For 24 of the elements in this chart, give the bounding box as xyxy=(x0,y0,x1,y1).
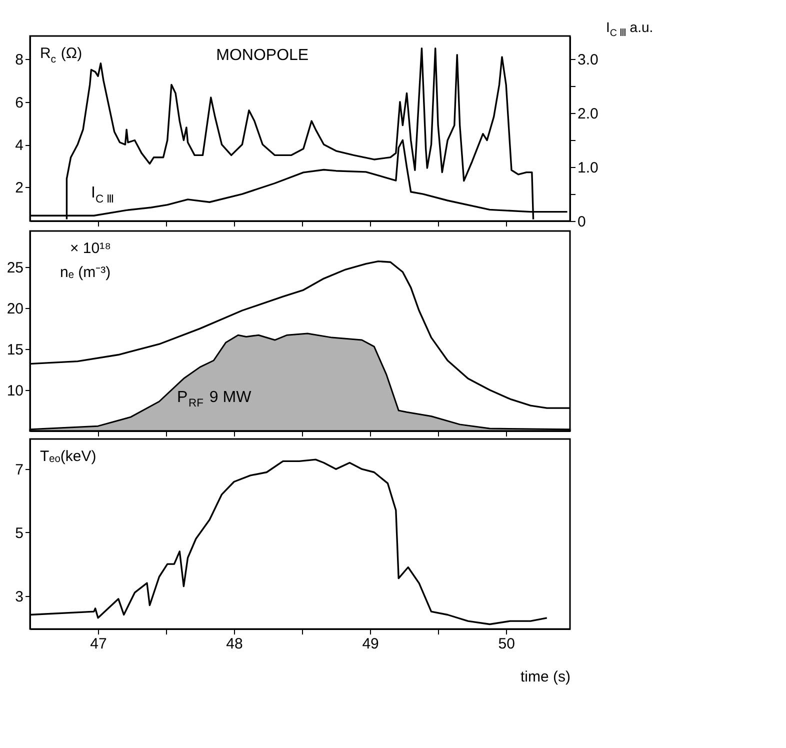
x-tick-label: 50 xyxy=(498,636,515,652)
y-axis-title: nₑ (m⁻³) xyxy=(60,264,111,281)
x-tick-label: 48 xyxy=(226,636,243,652)
y-tick-label: 7 xyxy=(15,462,24,479)
text: MONOPOLE xyxy=(216,47,309,64)
y-tick-label: 20 xyxy=(6,300,24,318)
y-tick-label: 5 xyxy=(15,524,24,542)
y-tick-label: 15 xyxy=(6,342,24,359)
x-tick-label: 49 xyxy=(362,636,379,652)
annotation: × 10¹⁸ xyxy=(70,240,111,257)
y-tick-label: 8 xyxy=(15,52,24,69)
y-tick-label: 3 xyxy=(15,588,24,606)
y2-tick-label: 0 xyxy=(578,214,586,230)
y-tick-label: 4 xyxy=(15,137,24,154)
x-tick-label: 47 xyxy=(90,636,107,652)
y-tick-label: 10 xyxy=(6,382,24,400)
y2-tick-label: 1.0 xyxy=(578,160,598,177)
x-axis-title: time (s) xyxy=(520,668,570,686)
y-axis-title: Tₑₒ(keV) xyxy=(40,448,96,465)
y-tick-label: 6 xyxy=(15,94,24,112)
y-tick-label: 25 xyxy=(6,260,24,277)
y2-tick-label: 2.0 xyxy=(578,106,598,123)
y2-tick-label: 3.0 xyxy=(578,52,598,69)
y-tick-label: 2 xyxy=(15,180,24,197)
